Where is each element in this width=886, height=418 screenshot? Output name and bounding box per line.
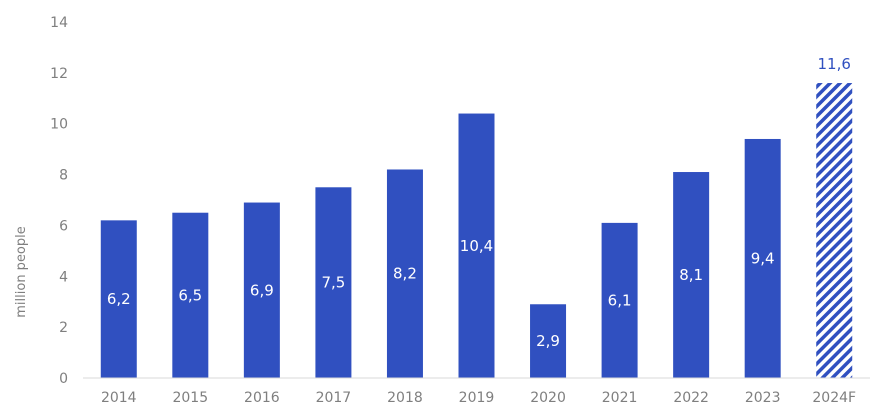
y-tick-label: 0 bbox=[59, 371, 68, 387]
y-tick-label: 12 bbox=[50, 66, 68, 82]
bar bbox=[172, 212, 209, 378]
bar-forecast bbox=[816, 83, 853, 379]
x-tick-label: 2023 bbox=[745, 390, 781, 406]
y-tick-label: 2 bbox=[59, 320, 68, 336]
y-tick-label: 8 bbox=[59, 168, 68, 184]
bar bbox=[744, 138, 781, 378]
data-label: 10,4 bbox=[460, 237, 493, 255]
bar bbox=[458, 113, 495, 379]
y-tick-label: 10 bbox=[50, 117, 68, 133]
x-tick-label: 2015 bbox=[172, 390, 208, 406]
bar bbox=[386, 169, 423, 378]
data-label: 2,9 bbox=[536, 332, 560, 350]
x-tick-label: 2020 bbox=[530, 390, 566, 406]
data-label: 8,2 bbox=[393, 265, 417, 283]
bar bbox=[673, 172, 710, 378]
bar bbox=[100, 220, 137, 378]
bar bbox=[243, 202, 280, 378]
data-label: 6,5 bbox=[178, 286, 202, 304]
bar bbox=[530, 304, 567, 378]
data-label: 7,5 bbox=[321, 274, 345, 292]
y-tick-label: 4 bbox=[59, 269, 68, 285]
data-label: 8,1 bbox=[679, 266, 703, 284]
y-tick-label: 6 bbox=[59, 218, 68, 234]
bar bbox=[601, 222, 638, 378]
x-tick-label: 2017 bbox=[316, 390, 352, 406]
y-tick-label: 14 bbox=[50, 15, 68, 31]
y-axis-label: million people bbox=[14, 226, 29, 318]
data-label: 11,6 bbox=[818, 55, 851, 73]
data-label: 9,4 bbox=[751, 249, 775, 267]
data-label: 6,9 bbox=[250, 281, 274, 299]
data-label: 6,2 bbox=[107, 290, 131, 308]
x-tick-label: 2014 bbox=[101, 390, 137, 406]
x-tick-label: 2024F bbox=[812, 390, 856, 406]
x-tick-label: 2021 bbox=[602, 390, 638, 406]
x-tick-label: 2018 bbox=[387, 390, 423, 406]
x-tick-label: 2016 bbox=[244, 390, 280, 406]
x-tick-label: 2022 bbox=[673, 390, 709, 406]
data-label: 6,1 bbox=[608, 291, 632, 309]
x-tick-label: 2019 bbox=[459, 390, 495, 406]
bar bbox=[315, 187, 352, 378]
